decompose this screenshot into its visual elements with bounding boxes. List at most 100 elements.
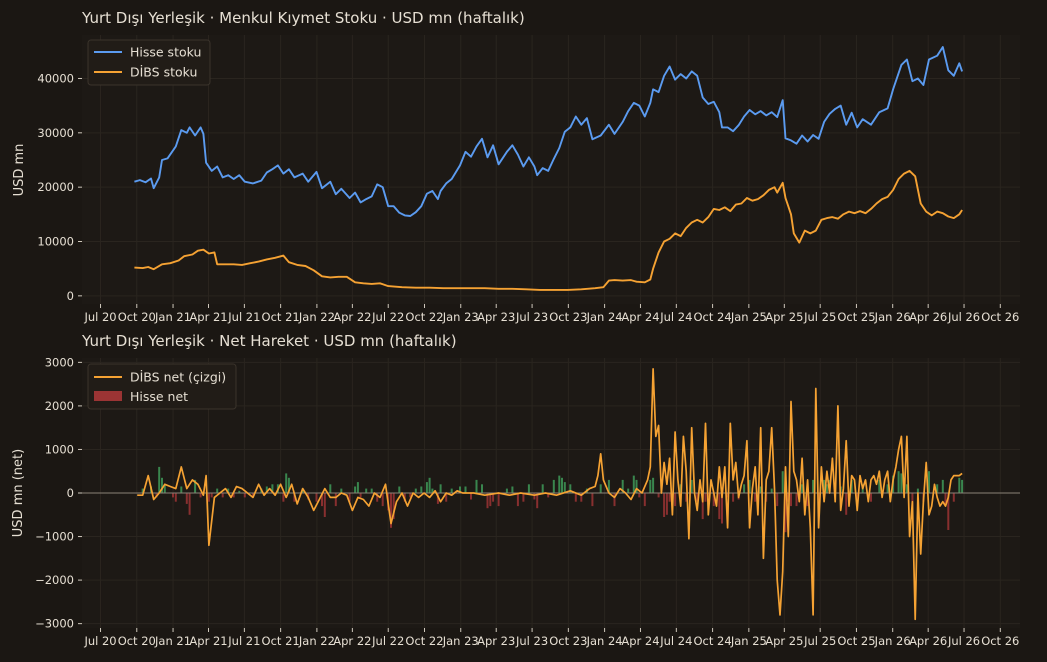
hisse-net-bar-77	[541, 484, 544, 493]
stock-series	[134, 46, 963, 291]
net-xtick-label-jan-26: Jan 26	[874, 634, 911, 648]
hisse-net-bar-71	[511, 486, 514, 493]
stock-xtick-label-jan-22: Jan 22	[298, 310, 335, 324]
hisse-net-bar-5	[163, 484, 166, 493]
hisse-net-bar-115	[732, 493, 735, 502]
hisse-net-bar-140	[856, 493, 859, 507]
hisse-net-bar-91	[621, 479, 624, 493]
hisse-net-bar-65	[481, 484, 483, 493]
net-xtick-label-jul-23: Jul 23	[515, 634, 548, 648]
hisse-net-bar-147	[900, 473, 903, 493]
net-xtick-label-oct-25: Oct 25	[837, 634, 875, 648]
hisse-net-bar-49	[398, 486, 401, 493]
net-xtick-label-jan-25: Jan 25	[730, 634, 767, 648]
stock-ytick-label-30000: 30000	[37, 126, 74, 140]
stock-xtick-label-jul-20: Jul 20	[83, 310, 116, 324]
hisse-net-bar-73	[522, 493, 525, 502]
hisse-net-bar-153	[936, 484, 939, 493]
hisse-net-bar-54	[425, 482, 428, 493]
hisse-net-bar-142	[870, 493, 872, 502]
net-xtick-label-oct-24: Oct 24	[693, 634, 731, 648]
net-ytick-label-2000: 2000	[45, 399, 74, 413]
net-xtick-label-jul-24: Jul 24	[659, 634, 692, 648]
hisse-net-bar-16	[221, 493, 224, 498]
legend-label-hisse-net: Hisse net	[130, 389, 188, 404]
stock-y-axis-label: USD mn	[12, 144, 27, 197]
hisse-net-bar-39	[354, 486, 357, 493]
hisse-net-bar-148	[905, 484, 908, 493]
hisse-net-bar-143	[878, 479, 881, 493]
stock-ytick-label-40000: 40000	[37, 71, 74, 85]
net-flow-legend: DİBS net (çizgi) Hisse net	[87, 363, 237, 410]
net-xtick-label-jan-24: Jan 24	[586, 634, 623, 648]
series-line-di-bs-stoku	[134, 169, 963, 291]
hisse-net-bar-107	[696, 493, 699, 502]
net-xtick-label-jan-22: Jan 22	[298, 634, 335, 648]
stock-xtick-label-oct-26: Oct 26	[981, 310, 1019, 324]
hisse-net-bar-14	[210, 493, 213, 498]
hisse-net-bar-72	[516, 493, 519, 507]
hisse-net-bar-53	[420, 486, 423, 493]
dibs-net-line	[137, 368, 963, 621]
hisse-net-bar-102	[668, 493, 671, 502]
hisse-net-bar-7	[174, 493, 177, 502]
hisse-net-bar-88	[599, 484, 602, 493]
hisse-net-bar-101	[665, 493, 668, 515]
legend-swatch-hisse-net	[94, 391, 122, 401]
net-xtick-label-apr-23: Apr 23	[477, 634, 515, 648]
hisse-net-bar-42	[365, 488, 368, 493]
hisse-net-bar-45	[381, 493, 384, 507]
hisse-net-bar-57	[436, 493, 439, 504]
hisse-net-bar-24	[271, 484, 274, 493]
stock-xtick-label-oct-25: Oct 25	[837, 310, 875, 324]
hisse-net-bar-6	[172, 493, 174, 498]
hisse-net-bar-56	[431, 488, 434, 493]
hisse-net-bar-20	[243, 493, 246, 498]
hisse-net-bar-15	[216, 488, 219, 493]
hisse-net-bar-152	[928, 471, 930, 493]
hisse-net-bar-156	[947, 493, 950, 530]
net-xtick-label-jan-23: Jan 23	[442, 634, 479, 648]
net-ytick-label--1000: −1000	[35, 530, 74, 544]
hisse-net-bar-130	[806, 493, 809, 507]
hisse-net-bar-111	[712, 493, 715, 507]
net-xtick-label-jan-21: Jan 21	[154, 634, 191, 648]
stock-xtick-label-apr-24: Apr 24	[621, 310, 659, 324]
series-line-dibs-net	[137, 368, 963, 621]
hisse-net-bar-9	[185, 493, 188, 504]
hisse-net-bar-79	[552, 479, 555, 493]
hisse-net-bar-154	[941, 479, 944, 493]
net-ytick-label--2000: −2000	[35, 573, 74, 587]
net-xtick-label-jul-22: Jul 22	[371, 634, 404, 648]
hisse-net-bar-138	[845, 493, 848, 515]
hisse-net-bar-150	[916, 488, 919, 493]
hisse-net-bar-11	[194, 479, 197, 493]
stock-xtick-label-jul-24: Jul 24	[659, 310, 692, 324]
hisse-net-bar-21	[252, 493, 254, 498]
hisse-net-bar-117	[743, 484, 746, 493]
hisse-net-bar-133	[823, 479, 826, 493]
hisse-net-bar-155	[944, 493, 947, 504]
hisse-net-bar-158	[958, 477, 961, 493]
stock-grid	[82, 35, 1020, 304]
hisse-net-bar-83	[569, 484, 572, 493]
hisse-net-bar-67	[489, 493, 492, 507]
stock-xtick-label-jan-21: Jan 21	[154, 310, 191, 324]
hisse-net-bar-94	[635, 479, 638, 493]
hisse-net-bar-84	[574, 493, 577, 502]
net-xtick-label-oct-20: Oct 20	[118, 634, 156, 648]
net-ytick-label-0: 0	[67, 486, 74, 500]
hisse-net-bar-93	[632, 475, 635, 493]
hisse-net-bar-105	[685, 493, 688, 502]
stock-xtick-label-jan-25: Jan 25	[730, 310, 767, 324]
hisse-net-bar-52	[414, 488, 417, 493]
net-xtick-label-jul-21: Jul 21	[227, 634, 260, 648]
stock-xtick-label-oct-20: Oct 20	[118, 310, 156, 324]
stock-xtick-label-apr-23: Apr 23	[477, 310, 515, 324]
hisse-net-bar-80	[558, 475, 561, 493]
net-xtick-label-oct-21: Oct 21	[262, 634, 300, 648]
hisse-net-bar-3	[158, 466, 161, 493]
hisse-net-bar-90	[613, 493, 616, 507]
hisse-net-bar-47	[390, 493, 392, 528]
